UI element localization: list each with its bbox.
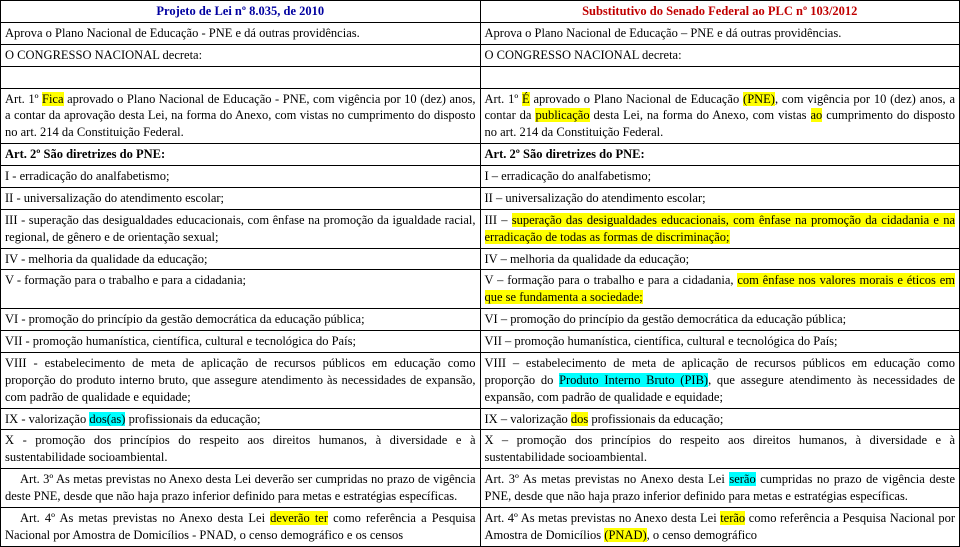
inc2-right: II – universalização do atendimento esco… [480,187,960,209]
inc9-left-pre: IX - valorização [5,412,89,426]
aprova-right: Aprova o Plano Nacional de Educação – PN… [480,22,960,44]
art1-right-mid1: aprovado o Plano Nacional de Educação [530,92,743,106]
decreta-left: O CONGRESSO NACIONAL decreta: [1,44,481,66]
art1-right-hl4: ao [811,108,823,122]
art3-right-hl: serão [729,472,755,486]
art4-right-hl1: terão [720,511,745,525]
header-right: Substitutivo do Senado Federal ao PLC nº… [480,1,960,23]
art4-left: Art. 4º As metas previstas no Anexo dest… [1,507,481,546]
inc6-right: VI – promoção do princípio da gestão dem… [480,309,960,331]
art1-right-mid3: desta Lei, na forma do Anexo, com vistas [590,108,811,122]
inc8-right-hl: Produto Interno Bruto (PIB) [559,373,708,387]
art2-head-right-text: Art. 2º São diretrizes do PNE: [485,147,645,161]
art1-right-hl1: É [522,92,530,106]
art3-left: Art. 3º As metas previstas no Anexo dest… [1,469,481,508]
inc10-left: X - promoção dos princípios do respeito … [1,430,481,469]
art1-right-hl2: (PNE) [743,92,775,106]
art2-head-left: Art. 2º São diretrizes do PNE: [1,144,481,166]
inc4-right: IV – melhoria da qualidade da educação; [480,248,960,270]
aprova-left: Aprova o Plano Nacional de Educação - PN… [1,22,481,44]
inc8-left: VIII - estabelecimento de meta de aplica… [1,352,481,408]
inc3-right-hl: superação das desigualdades educacionais… [485,213,956,244]
inc2-left: II - universalização do atendimento esco… [1,187,481,209]
art2-head-left-text: Art. 2º São diretrizes do PNE: [5,147,165,161]
inc3-right: III – superação das desigualdades educac… [480,209,960,248]
inc9-left-post: profissionais da educação; [125,412,260,426]
inc4-left: IV - melhoria da qualidade da educação; [1,248,481,270]
art4-right-pre: Art. 4º As metas previstas no Anexo dest… [485,511,721,525]
inc9-left-hl: dos(as) [89,412,125,426]
inc5-left: V - formação para o trabalho e para a ci… [1,270,481,309]
inc5-right-pre: V – formação para o trabalho e para a ci… [485,273,738,287]
header-left: Projeto de Lei nº 8.035, de 2010 [1,1,481,23]
art1-left-post: aprovado o Plano Nacional de Educação - … [5,92,476,140]
inc1-left: I - erradicação do analfabetismo; [1,166,481,188]
art1-right-pre: Art. 1º [485,92,523,106]
inc9-right-post: profissionais da educação; [588,412,723,426]
art1-right: Art. 1º É aprovado o Plano Nacional de E… [480,88,960,144]
decreta-right: O CONGRESSO NACIONAL decreta: [480,44,960,66]
art3-right: Art. 3º As metas previstas no Anexo dest… [480,469,960,508]
art1-right-hl3: publicação [535,108,589,122]
art1-left-hl: Fica [42,92,64,106]
spacer-left [1,66,481,88]
art1-left-pre: Art. 1º [5,92,42,106]
inc7-right: VII – promoção humanística, científica, … [480,331,960,353]
art4-left-hl: deverão ter [270,511,328,525]
art4-left-pre: Art. 4º As metas previstas no Anexo dest… [20,511,270,525]
comparison-table: Projeto de Lei nº 8.035, de 2010 Substit… [0,0,960,547]
art1-left: Art. 1º Fica aprovado o Plano Nacional d… [1,88,481,144]
inc8-right: VIII – estabelecimento de meta de aplica… [480,352,960,408]
inc9-right-pre: IX – valorização [485,412,571,426]
inc9-right-hl: dos [571,412,588,426]
inc9-left: IX - valorização dos(as) profissionais d… [1,408,481,430]
art4-right: Art. 4º As metas previstas no Anexo dest… [480,507,960,546]
art2-head-right: Art. 2º São diretrizes do PNE: [480,144,960,166]
art4-right-post: , o censo demográfico [647,528,757,542]
inc5-right: V – formação para o trabalho e para a ci… [480,270,960,309]
inc6-left: VI - promoção do princípio da gestão dem… [1,309,481,331]
inc7-left: VII - promoção humanística, científica, … [1,331,481,353]
inc3-right-pre: III – [485,213,512,227]
inc1-right: I – erradicação do analfabetismo; [480,166,960,188]
spacer-right [480,66,960,88]
inc3-left: III - superação das desigualdades educac… [1,209,481,248]
inc10-right: X – promoção dos princípios do respeito … [480,430,960,469]
art3-right-pre: Art. 3º As metas previstas no Anexo dest… [485,472,730,486]
inc9-right: IX – valorização dos profissionais da ed… [480,408,960,430]
art4-right-hl2: (PNAD) [604,528,646,542]
